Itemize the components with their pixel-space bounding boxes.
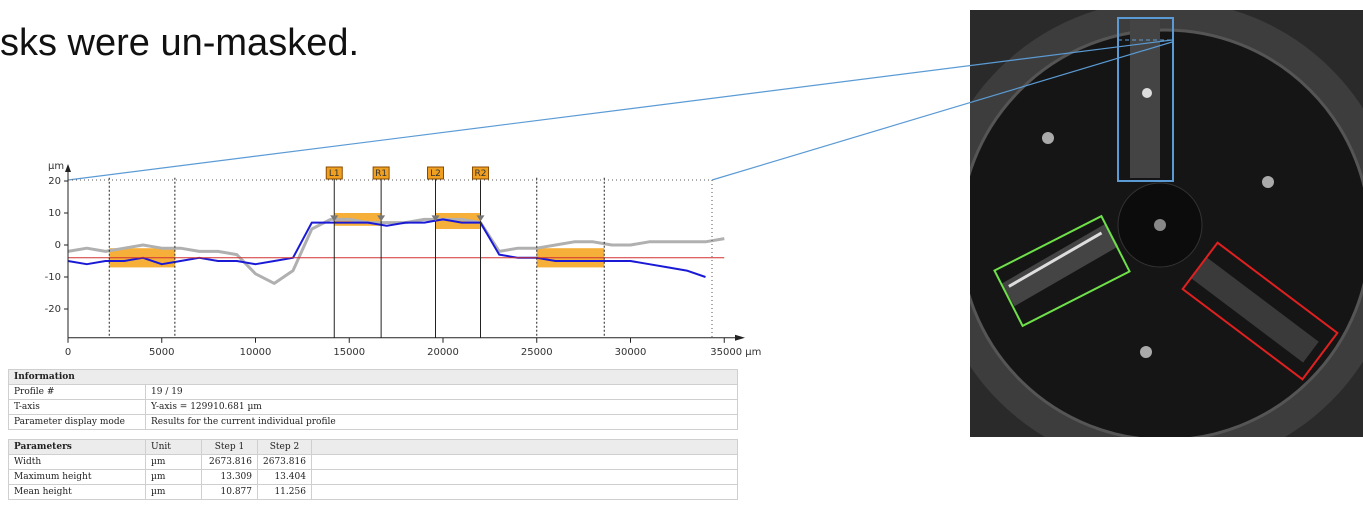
x-tick-label: 25000 [521,347,553,358]
x-tick-label: 15000 [333,347,365,358]
table-filler [310,484,739,500]
x-tick-label: 35000 µm [710,347,761,358]
table-cell: T-axis [8,399,146,415]
marker-box [325,166,343,180]
table-cell: µm [145,484,202,500]
photo [970,10,1363,437]
x-tick-label: 5000 [149,347,174,358]
table-cell: Maximum height [8,469,146,485]
marker-label: R1 [375,169,387,179]
profile-line [67,217,725,285]
marker-label: L2 [430,169,441,179]
table-cell: 13.309 [201,469,258,485]
table-cell: Results for the current individual profi… [145,414,738,430]
marker-arrow [476,215,485,222]
table-cell: Step 2 [257,439,312,455]
x-tick-label: 30000 [615,347,647,358]
y-tick-label: 10 [48,208,61,219]
table-row: Mean height µm 10.877 11.256 [8,484,739,500]
table-cell: µm [145,454,202,470]
y-tick-label: 0 [55,240,61,251]
y-tick-label: 20 [48,176,61,187]
table-filler [310,469,739,485]
table-cell: Y-axis = 129910.681 µm [145,399,738,415]
table-cell: 10.877 [201,484,258,500]
table-cell: 11.256 [257,484,312,500]
marker-label: L1 [329,169,340,179]
information-table: Information Profile #19 / 19 T-axis Y-axis … [8,369,738,430]
table-row: T-axis Y-axis = 129910.681 µm [8,399,738,415]
table-row: Parameters Unit Step 1 Step 2 [8,439,739,455]
table-header-cell: Parameters [8,439,146,455]
table-filler [310,439,739,455]
marker-arrow [377,215,386,222]
marker-box [472,166,489,180]
marker-arrow [431,215,440,222]
table-cell: 19 / 19 [145,384,738,400]
callout-line [711,41,1173,181]
marker-box [372,166,390,180]
table-row: Information [8,369,738,385]
y-tick-label: -20 [45,304,61,315]
x-tick-label: 0 [65,347,71,358]
table-row: Width µm 2673.816 2673.816 [8,454,739,470]
table-row: Maximum height µm 13.309 13.404 [8,469,739,485]
parameters-table: Parameters Unit Step 1 Step 2 Width µm 2673.81… [8,439,739,500]
table-cell: Profile # [8,384,146,400]
table-cell: µm [145,469,202,485]
table-row: Profile #19 / 19 [8,384,738,400]
slide-text: sks were un-masked. [0,22,360,64]
plot: L1 R1 L2 R2 µm -20 -10 0 10 20 0 5000 10000 15000 2000… [45,161,762,358]
y-unit-label: µm [48,161,64,172]
table-cell: Mean height [8,484,146,500]
table-cell: Step 1 [201,439,258,455]
marker-label: R2 [475,169,487,179]
callout-line [67,39,1173,181]
table-cell: 2673.816 [201,454,258,470]
profile-line [67,218,706,278]
table-cell: 13.404 [257,469,312,485]
table-cell: Parameter display mode [8,414,146,430]
table-header-cell: Information [8,369,738,385]
x-axis-arrow [735,334,745,341]
table-cell: 2673.816 [257,454,312,470]
y-tick-label: -10 [45,272,61,283]
marker-box [427,166,444,180]
table-cell: Unit [145,439,202,455]
marker-arrow [330,215,339,222]
x-tick-label: 20000 [427,347,459,358]
table-cell: Width [8,454,146,470]
table-row: Parameter display mode Results for the cu… [8,414,738,430]
x-tick-label: 10000 [240,347,272,358]
y-axis-arrow [65,164,71,172]
table-filler [310,454,739,470]
